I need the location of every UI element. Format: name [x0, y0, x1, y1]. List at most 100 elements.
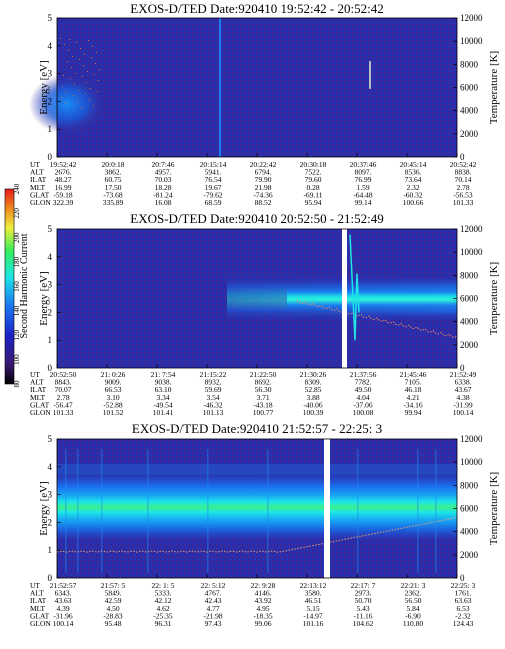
ephemeris-cell: 8309. [305, 378, 322, 387]
spectral-streak [77, 449, 79, 573]
spectrogram-panel-1: EXOS-D/TED Date:920410 19:52:42 - 20:52:… [29, 1, 500, 207]
ephemeris-cell: 17.50 [105, 183, 122, 192]
y2-tick-label: 6000 [460, 83, 479, 93]
ephemeris-cell: 79.90 [255, 175, 272, 184]
colorbar: Second Harmonic Current 80 100 120 140 160 18… [4, 183, 30, 388]
ephemeris-cell: 52.85 [305, 385, 322, 394]
temperature-point [86, 82, 87, 83]
spectral-streak [207, 449, 209, 573]
temperature-point [90, 88, 91, 89]
ephemeris-cell: 19:52:42 [50, 160, 77, 169]
y-tick-label: 5 [48, 224, 53, 234]
y-tick-label: 3 [48, 280, 53, 290]
temperature-point [64, 44, 65, 45]
ephemeris-row-label: ALT [30, 378, 44, 387]
ephemeris-cell: 2362. [405, 589, 422, 598]
temperature-point [61, 97, 62, 98]
ephemeris-cell: 42.43 [205, 596, 222, 605]
ephemeris-cell: 56.50 [405, 596, 422, 605]
ephemeris-cell: 6794. [255, 168, 272, 177]
ephemeris-cell: -11.16 [353, 611, 372, 620]
ephemeris-cell: 4146. [255, 589, 272, 598]
y2-tick-label: 12000 [460, 434, 483, 444]
ephemeris-cell: 101.33 [53, 408, 74, 417]
ephemeris-cell: 99.94 [405, 408, 422, 417]
ephemeris-cell: 3.71 [256, 393, 269, 402]
ephemeris-cell: 46.51 [305, 596, 322, 605]
ephemeris-cell: 63.10 [155, 385, 172, 394]
ephemeris-table: UT 20:52:50 21: 0:26 21: 7:54 21:15:22 21:22:… [30, 370, 477, 417]
ephemeris-cell: 5941. [205, 168, 222, 177]
colorbar-tick-label: 180 [13, 256, 21, 267]
ephemeris-cell: 60.75 [105, 175, 122, 184]
ephemeris-cell: 21: 7:54 [151, 370, 176, 379]
ephemeris-cell: 8097. [355, 168, 372, 177]
temperature-point [88, 40, 89, 41]
y2-tick-label: 6000 [460, 294, 479, 304]
spectral-feature [29, 74, 105, 135]
y2-tick-label: 10000 [460, 457, 483, 467]
y-tick-label: 0 [48, 573, 53, 583]
spectrogram-panel-2: EXOS-D/TED Date:920410 20:52:50 - 21:52:… [30, 211, 500, 417]
ephemeris-cell: 22: 9:28 [251, 581, 276, 590]
ephemeris-cell: 7522. [305, 168, 322, 177]
ephemeris-cell: 95.94 [305, 198, 322, 207]
ephemeris-cell: -60.32 [403, 190, 423, 199]
ephemeris-cell: 63.63 [455, 596, 472, 605]
y-tick-label: 1 [48, 124, 53, 134]
ephemeris-cell: 9038. [155, 378, 172, 387]
temperature-point [96, 52, 97, 53]
y2-tick-label: 8000 [460, 59, 479, 69]
ephemeris-table: UT 19:52:42 20:0:18 20:7:46 20:15:14 20:22:42… [30, 160, 477, 207]
y2-axis-label: Temperature [K] [488, 262, 500, 335]
ephemeris-cell: -52.88 [103, 400, 123, 409]
ephemeris-cell: 42.12 [155, 596, 172, 605]
ephemeris-cell: 20:0:18 [102, 160, 125, 169]
y2-tick-label: 8000 [460, 270, 479, 280]
ephemeris-cell: 70.07 [55, 385, 72, 394]
temperature-point [65, 103, 66, 104]
ephemeris-cell: 70.14 [455, 175, 472, 184]
y-axis-label: Energy [eV] [38, 481, 50, 535]
ephemeris-cell: -73.68 [103, 190, 123, 199]
ephemeris-cell: 73.64 [405, 175, 422, 184]
temperature-point [73, 95, 74, 96]
ephemeris-cell: 2676. [55, 168, 72, 177]
ephemeris-cell: 4957. [155, 168, 172, 177]
ephemeris-row-label: UT [30, 581, 40, 590]
ephemeris-row-label: MLT [30, 393, 46, 402]
ephemeris-cell: 124.43 [453, 619, 474, 628]
ephemeris-row-label: MLT [30, 183, 46, 192]
ephemeris-cell: 48.27 [55, 175, 72, 184]
ephemeris-cell: 79.60 [305, 175, 322, 184]
y2-tick-label: 12000 [460, 224, 483, 234]
ephemeris-cell: 99.06 [255, 619, 272, 628]
ephemeris-cell: 4.38 [456, 393, 469, 402]
ephemeris-cell: 76.54 [205, 175, 222, 184]
temperature-point [77, 101, 78, 102]
ephemeris-cell: 8536. [405, 168, 422, 177]
ephemeris-cell: -64.48 [353, 190, 373, 199]
ephemeris-cell: -49.54 [153, 400, 173, 409]
ephemeris-cell: 21:37:56 [350, 370, 377, 379]
ephemeris-cell: 100.66 [403, 198, 424, 207]
colorbar-gradient [4, 188, 15, 385]
ephemeris-cell: 5.43 [356, 604, 369, 613]
spectral-streak [147, 449, 149, 573]
ephemeris-cell: -56.53 [453, 190, 473, 199]
ephemeris-cell: 2.78 [456, 183, 469, 192]
temperature-point [68, 50, 69, 51]
ephemeris-cell: 99.14 [355, 198, 372, 207]
temperature-point [87, 71, 88, 72]
ephemeris-cell: 16.99 [55, 183, 72, 192]
ephemeris-cell: 322.39 [53, 198, 74, 207]
ephemeris-cell: 76.99 [355, 175, 372, 184]
ephemeris-cell: 21:15:22 [200, 370, 227, 379]
panel-title: EXOS-D/TED Date:920410 19:52:42 - 20:52:… [130, 1, 383, 16]
ephemeris-cell: 101.33 [453, 198, 474, 207]
y-axis-label: Energy [eV] [38, 60, 50, 114]
y2-tick-label: 4000 [460, 106, 479, 116]
temperature-point [60, 38, 61, 39]
temperature-point [95, 63, 96, 64]
ephemeris-cell: 1.59 [356, 183, 369, 192]
